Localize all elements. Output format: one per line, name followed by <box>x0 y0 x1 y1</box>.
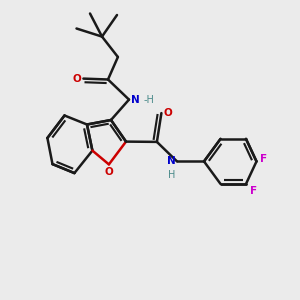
Text: N: N <box>130 94 139 105</box>
Text: O: O <box>72 74 81 84</box>
Text: N: N <box>167 156 176 167</box>
Text: F: F <box>260 154 267 164</box>
Text: H: H <box>168 170 176 180</box>
Text: O: O <box>104 167 113 177</box>
Text: F: F <box>250 186 257 196</box>
Text: O: O <box>164 108 172 118</box>
Text: -H: -H <box>143 94 154 105</box>
